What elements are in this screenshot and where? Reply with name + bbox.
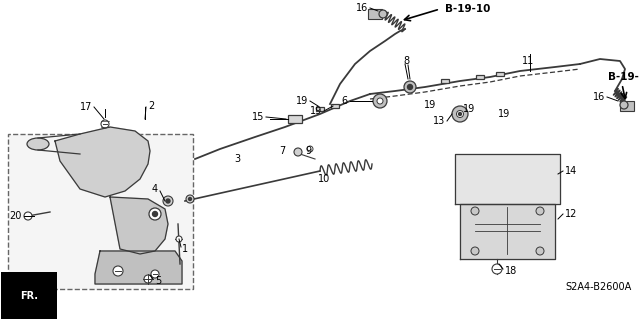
Circle shape xyxy=(458,113,461,115)
Text: FR.: FR. xyxy=(20,291,38,301)
Text: 19: 19 xyxy=(296,96,308,106)
Text: 2: 2 xyxy=(148,101,154,111)
Bar xyxy=(496,71,504,76)
Circle shape xyxy=(294,148,302,156)
Circle shape xyxy=(163,196,173,206)
Bar xyxy=(620,101,634,111)
Circle shape xyxy=(379,10,387,18)
Text: 8: 8 xyxy=(403,56,409,66)
Text: 12: 12 xyxy=(565,209,577,219)
Circle shape xyxy=(24,212,32,220)
Circle shape xyxy=(144,275,152,283)
Text: 6: 6 xyxy=(342,96,348,106)
Text: 19: 19 xyxy=(310,106,322,116)
Polygon shape xyxy=(110,197,168,254)
Text: 16: 16 xyxy=(356,3,368,13)
Text: 5: 5 xyxy=(155,276,161,286)
Bar xyxy=(476,75,484,79)
Ellipse shape xyxy=(27,138,49,150)
Text: B-19-10: B-19-10 xyxy=(445,4,490,14)
Circle shape xyxy=(377,98,383,104)
Text: 13: 13 xyxy=(433,116,445,126)
Text: 17: 17 xyxy=(79,102,92,112)
Circle shape xyxy=(620,101,628,109)
Circle shape xyxy=(113,266,123,276)
Polygon shape xyxy=(55,127,150,197)
Text: 20: 20 xyxy=(10,211,22,221)
Text: 16: 16 xyxy=(593,92,605,102)
Polygon shape xyxy=(455,154,560,204)
Circle shape xyxy=(373,94,387,108)
Polygon shape xyxy=(460,204,555,259)
Circle shape xyxy=(536,207,544,215)
Text: 19: 19 xyxy=(463,104,475,114)
Text: 15: 15 xyxy=(252,112,264,122)
Circle shape xyxy=(456,110,463,117)
Circle shape xyxy=(307,146,313,152)
Text: 1: 1 xyxy=(182,244,188,254)
Circle shape xyxy=(408,85,413,90)
Text: 4: 4 xyxy=(152,184,158,194)
Text: 19: 19 xyxy=(498,109,510,119)
Text: 18: 18 xyxy=(505,266,517,276)
Circle shape xyxy=(492,264,502,274)
Circle shape xyxy=(404,81,416,93)
Text: S2A4-B2600A: S2A4-B2600A xyxy=(565,282,631,292)
Bar xyxy=(368,9,382,19)
Circle shape xyxy=(471,207,479,215)
Circle shape xyxy=(149,208,161,220)
Bar xyxy=(288,115,302,123)
Text: 14: 14 xyxy=(565,166,577,176)
Text: 11: 11 xyxy=(522,56,534,66)
Text: 3: 3 xyxy=(234,154,240,164)
Circle shape xyxy=(151,270,159,278)
Circle shape xyxy=(152,211,157,217)
Bar xyxy=(316,107,324,111)
Circle shape xyxy=(186,195,194,203)
Circle shape xyxy=(536,247,544,255)
Text: 7: 7 xyxy=(279,146,285,156)
Text: 10: 10 xyxy=(317,174,330,184)
Text: 9: 9 xyxy=(305,146,311,156)
Circle shape xyxy=(452,106,468,122)
Bar xyxy=(331,104,339,108)
Circle shape xyxy=(189,197,191,201)
Circle shape xyxy=(166,199,170,203)
Bar xyxy=(441,78,449,83)
Circle shape xyxy=(101,120,109,128)
Circle shape xyxy=(176,236,182,242)
Text: 19: 19 xyxy=(424,100,436,110)
Polygon shape xyxy=(95,251,182,284)
Circle shape xyxy=(471,247,479,255)
Text: B-19-10: B-19-10 xyxy=(608,72,640,82)
Bar xyxy=(8,134,193,289)
